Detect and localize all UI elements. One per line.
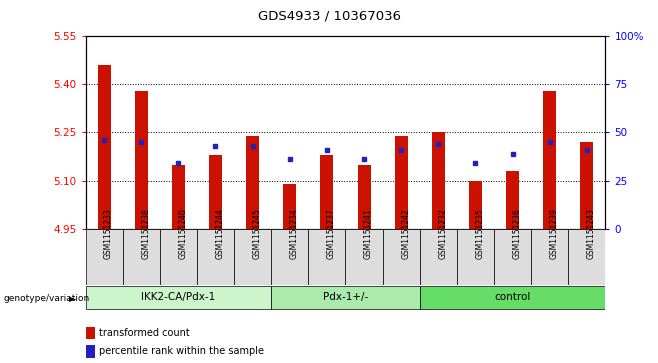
Text: control: control — [494, 292, 531, 302]
Bar — [345, 229, 382, 285]
Bar — [395, 136, 408, 229]
Bar — [86, 345, 95, 358]
Bar — [209, 155, 222, 229]
Bar — [246, 136, 259, 229]
Bar — [271, 229, 309, 285]
Bar — [309, 229, 345, 285]
Text: transformed count: transformed count — [99, 328, 190, 338]
Bar — [172, 164, 185, 229]
Bar — [494, 229, 531, 285]
Bar — [122, 229, 160, 285]
Bar — [543, 91, 556, 229]
Bar — [420, 286, 605, 309]
Text: GSM1151240: GSM1151240 — [178, 208, 188, 258]
Bar — [135, 91, 148, 229]
Text: GSM1151242: GSM1151242 — [401, 208, 410, 258]
Text: ►: ► — [69, 293, 76, 303]
Bar — [97, 65, 111, 229]
Text: GSM1151236: GSM1151236 — [513, 208, 522, 258]
Text: GSM1151232: GSM1151232 — [438, 208, 447, 258]
Bar — [271, 286, 420, 309]
Bar — [420, 229, 457, 285]
Text: GDS4933 / 10367036: GDS4933 / 10367036 — [257, 9, 401, 22]
Bar — [357, 164, 370, 229]
Text: genotype/variation: genotype/variation — [3, 294, 89, 303]
Text: GSM1151233: GSM1151233 — [104, 208, 113, 258]
Text: GSM1151234: GSM1151234 — [290, 208, 299, 258]
Bar — [86, 229, 122, 285]
Text: GSM1151243: GSM1151243 — [587, 208, 595, 258]
Text: GSM1151238: GSM1151238 — [141, 208, 150, 258]
Bar — [320, 155, 334, 229]
Bar — [283, 184, 296, 229]
Bar — [506, 171, 519, 229]
Text: percentile rank within the sample: percentile rank within the sample — [99, 346, 264, 356]
Bar — [531, 229, 569, 285]
Bar — [580, 142, 594, 229]
Bar — [457, 229, 494, 285]
Bar — [160, 229, 197, 285]
Bar — [86, 327, 95, 339]
Text: IKK2-CA/Pdx-1: IKK2-CA/Pdx-1 — [141, 292, 215, 302]
Text: GSM1151239: GSM1151239 — [549, 208, 559, 258]
Bar — [382, 229, 420, 285]
Bar — [569, 229, 605, 285]
Text: GSM1151237: GSM1151237 — [327, 208, 336, 258]
Bar — [197, 229, 234, 285]
Text: GSM1151241: GSM1151241 — [364, 208, 373, 258]
Bar — [469, 181, 482, 229]
Bar — [234, 229, 271, 285]
Bar — [432, 132, 445, 229]
Text: GSM1151245: GSM1151245 — [253, 208, 262, 258]
Text: Pdx-1+/-: Pdx-1+/- — [323, 292, 368, 302]
Text: GSM1151235: GSM1151235 — [475, 208, 484, 258]
Bar — [86, 286, 271, 309]
Text: GSM1151244: GSM1151244 — [216, 208, 224, 258]
